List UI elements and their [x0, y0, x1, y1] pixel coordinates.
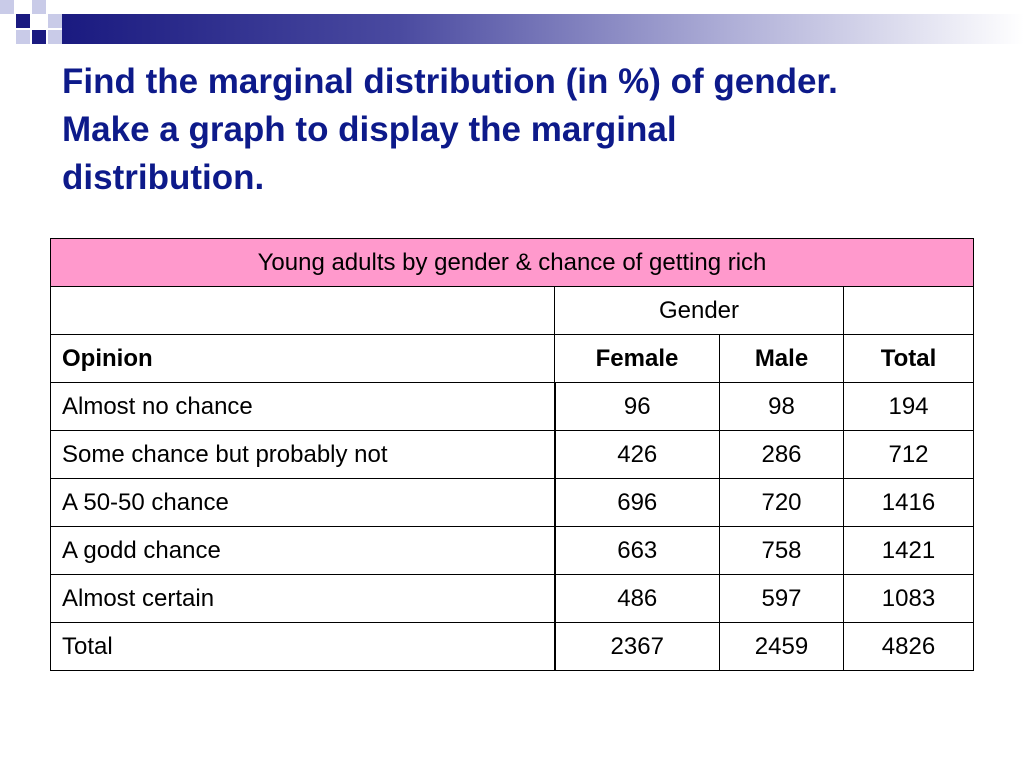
row-total: 1083 — [843, 574, 974, 623]
row-male: 2459 — [719, 622, 844, 671]
row-opinion: A godd chance — [50, 526, 556, 575]
decor-square — [48, 30, 62, 44]
table-row: Almost no chance 96 98 194 — [50, 382, 974, 431]
row-female: 2367 — [554, 622, 720, 671]
row-total: 712 — [843, 430, 974, 479]
row-female: 486 — [554, 574, 720, 623]
row-opinion: Almost certain — [50, 574, 556, 623]
row-total: 1421 — [843, 526, 974, 575]
row-female: 663 — [554, 526, 720, 575]
decor-square — [48, 14, 62, 28]
row-female: 696 — [554, 478, 720, 527]
table-caption-row: Young adults by gender & chance of getti… — [50, 238, 974, 287]
column-header-male: Male — [719, 334, 844, 383]
column-header-opinion: Opinion — [50, 334, 555, 383]
row-male: 758 — [719, 526, 844, 575]
decor-square — [32, 30, 46, 44]
row-total: 1416 — [843, 478, 974, 527]
row-opinion: Almost no chance — [50, 382, 556, 431]
column-header-total: Total — [843, 334, 974, 383]
row-female: 426 — [554, 430, 720, 479]
decor-square — [32, 0, 46, 14]
empty-cell — [843, 286, 974, 335]
title-line: distribution. — [62, 158, 265, 197]
empty-cell — [50, 286, 555, 335]
row-male: 98 — [719, 382, 844, 431]
decor-square — [16, 14, 30, 28]
contingency-table: Young adults by gender & chance of getti… — [50, 238, 974, 671]
table-row: Almost certain 486 597 1083 — [50, 574, 974, 623]
row-opinion: Some chance but probably not — [50, 430, 556, 479]
decor-square — [16, 30, 30, 44]
decor-square — [0, 0, 14, 14]
row-male: 720 — [719, 478, 844, 527]
group-header-row: Gender — [50, 286, 974, 335]
row-total: 194 — [843, 382, 974, 431]
table-row: A 50-50 chance 696 720 1416 — [50, 478, 974, 527]
table-row: A godd chance 663 758 1421 — [50, 526, 974, 575]
gender-group-header: Gender — [554, 286, 844, 335]
row-opinion: Total — [50, 622, 556, 671]
row-opinion: A 50-50 chance — [50, 478, 556, 527]
row-male: 286 — [719, 430, 844, 479]
column-header-female: Female — [554, 334, 720, 383]
slide-title: Find the marginal distribution (in %) of… — [62, 58, 982, 202]
title-line: Make a graph to display the marginal — [62, 110, 677, 149]
table-row: Some chance but probably not 426 286 712 — [50, 430, 974, 479]
table-row-total: Total 2367 2459 4826 — [50, 622, 974, 671]
column-header-row: Opinion Female Male Total — [50, 334, 974, 383]
row-male: 597 — [719, 574, 844, 623]
row-total: 4826 — [843, 622, 974, 671]
header-gradient-bar — [62, 14, 1024, 44]
row-female: 96 — [554, 382, 720, 431]
title-line: Find the marginal distribution (in %) of… — [62, 62, 838, 101]
table-caption: Young adults by gender & chance of getti… — [50, 238, 974, 287]
